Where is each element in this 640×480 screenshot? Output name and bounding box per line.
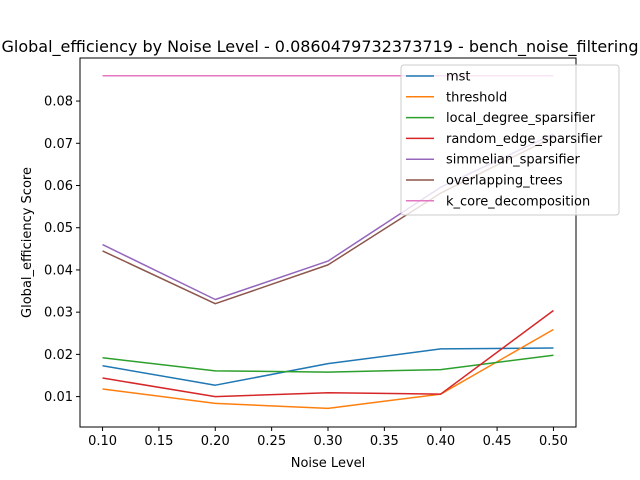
y-axis-ticks: 0.01 0.02 0.03 0.04 0.05 0.06 0.07 0.08 bbox=[44, 95, 80, 405]
series-line-threshold bbox=[102, 328, 554, 410]
legend-label: local_degree_sparsifier bbox=[446, 111, 596, 126]
y-tick-label: 0.02 bbox=[44, 348, 73, 363]
plot-lines bbox=[102, 74, 554, 410]
y-tick-label: 0.04 bbox=[44, 263, 73, 278]
x-axis-label: Noise Level bbox=[291, 456, 366, 471]
plot-frame bbox=[79, 57, 577, 428]
y-tick-label: 0.06 bbox=[44, 179, 73, 194]
legend-label: k_core_decomposition bbox=[446, 194, 590, 209]
x-tick-label: 0.15 bbox=[144, 434, 173, 449]
series-line-mst bbox=[102, 347, 554, 386]
x-tick-label: 0.40 bbox=[426, 434, 455, 449]
x-tick-label: 0.35 bbox=[370, 434, 399, 449]
x-tick-label: 0.50 bbox=[539, 434, 568, 449]
y-tick-label: 0.03 bbox=[44, 306, 73, 321]
y-tick-label: 0.08 bbox=[44, 95, 73, 110]
legend: mst threshold local_degree_sparsifierrando… bbox=[400, 64, 620, 216]
series-line-random_edge_sparsifier bbox=[102, 309, 554, 398]
legend-box bbox=[400, 64, 620, 216]
x-tick-label: 0.10 bbox=[88, 434, 117, 449]
x-tick-label: 0.45 bbox=[483, 434, 512, 449]
chart-title: Global_efficiency by Noise Level - 0.086… bbox=[2, 37, 639, 57]
x-axis-ticks: 0.10 0.15 0.20 0.25 0.30 0.35 0.40 0.45 0.50 bbox=[88, 427, 568, 449]
x-tick-label: 0.30 bbox=[314, 434, 343, 449]
y-axis-label: Global_efficiency Score bbox=[20, 167, 35, 318]
legend-label: mst bbox=[446, 70, 471, 85]
x-tick-label: 0.25 bbox=[257, 434, 286, 449]
series-line-local_degree_sparsifier bbox=[102, 354, 554, 373]
legend-label: overlapping_trees bbox=[446, 174, 563, 189]
y-tick-label: 0.05 bbox=[44, 221, 73, 236]
y-tick-label: 0.01 bbox=[44, 390, 73, 405]
legend-label: random_edge_sparsifier bbox=[446, 132, 603, 147]
y-tick-label: 0.07 bbox=[44, 137, 73, 152]
x-tick-label: 0.20 bbox=[201, 434, 230, 449]
legend-label: simmelian_sparsifier bbox=[446, 153, 581, 168]
legend-label: threshold bbox=[446, 90, 507, 105]
